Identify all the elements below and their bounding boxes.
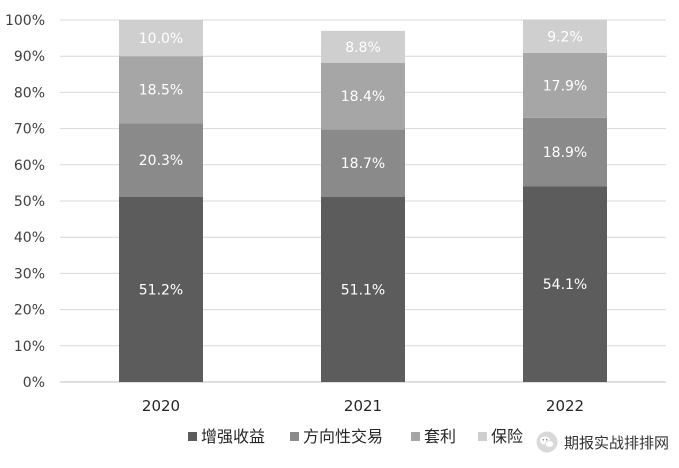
data-label: 18.9% — [543, 145, 587, 161]
bar-segment — [321, 197, 405, 382]
data-label: 20.3% — [139, 153, 183, 169]
bar-segment — [523, 52, 607, 118]
data-label: 18.4% — [341, 89, 385, 105]
data-label: 9.2% — [547, 29, 583, 45]
bar-segment — [321, 30, 405, 63]
bar-segment — [119, 56, 203, 124]
legend-label: 保险 — [491, 427, 523, 446]
y-tick-label: 20% — [14, 303, 45, 319]
data-label: 51.1% — [341, 283, 385, 299]
bar-segment — [119, 20, 203, 57]
data-label: 51.2% — [139, 282, 183, 298]
legend: 增强收益 方向性交易 套利 保险 — [188, 427, 523, 446]
data-labels: 51.2% 20.3% 18.5% 10.0% 51.1% 18.7% 18.4% 8.8% 5… — [139, 29, 587, 298]
legend-swatch — [290, 432, 299, 441]
legend-label: 方向性交易 — [303, 427, 383, 446]
legend-label: 套利 — [424, 427, 456, 446]
y-tick-label: 80% — [14, 85, 45, 101]
y-axis-tick-labels: 0% 10% 20% 30% 40% 50% 60% 70% 80% 90% 100% — [5, 13, 45, 391]
legend-swatch — [478, 432, 487, 441]
bars — [119, 19, 607, 382]
legend-item: 保险 — [478, 427, 523, 446]
x-tick-label: 2022 — [546, 397, 584, 415]
y-tick-label: 30% — [14, 266, 45, 282]
data-label: 17.9% — [543, 78, 587, 94]
x-tick-label: 2021 — [344, 397, 382, 415]
bar-segment — [119, 123, 203, 197]
data-label: 18.7% — [341, 156, 385, 172]
y-tick-label: 40% — [14, 230, 45, 246]
y-tick-label: 10% — [14, 339, 45, 355]
watermark: 期报实战排排网 — [533, 430, 673, 454]
data-label: 18.5% — [139, 83, 183, 99]
y-tick-label: 50% — [14, 194, 45, 210]
watermark-text: 期报实战排排网 — [563, 433, 669, 452]
bar-segment — [321, 62, 405, 130]
bar-segment — [523, 117, 607, 187]
legend-item: 增强收益 — [188, 427, 265, 446]
bar-segment — [119, 196, 203, 382]
legend-item: 方向性交易 — [290, 427, 383, 446]
y-tick-label: 60% — [14, 158, 45, 174]
bar-segment — [321, 129, 405, 198]
bar-segment — [523, 19, 607, 53]
legend-swatch — [411, 432, 420, 441]
bar-segment — [523, 186, 607, 382]
y-tick-label: 70% — [14, 122, 45, 138]
legend-label: 增强收益 — [201, 427, 265, 446]
x-axis-tick-labels: 2020 2021 2022 — [142, 397, 584, 415]
legend-swatch — [188, 432, 197, 441]
y-tick-label: 90% — [14, 49, 45, 65]
y-tick-label: 0% — [23, 375, 45, 391]
legend-item: 套利 — [411, 427, 456, 446]
data-label: 10.0% — [139, 31, 183, 47]
data-label: 54.1% — [543, 277, 587, 293]
y-tick-label: 100% — [5, 13, 45, 29]
data-label: 8.8% — [345, 40, 381, 56]
x-tick-label: 2020 — [142, 397, 180, 415]
wechat-icon — [536, 431, 558, 453]
